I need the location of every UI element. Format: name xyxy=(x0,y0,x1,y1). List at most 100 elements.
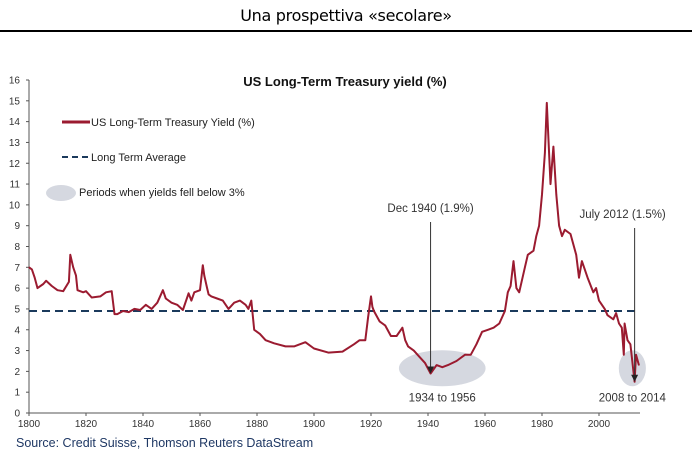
yield-data-point xyxy=(31,268,33,270)
yield-data-point xyxy=(75,275,77,277)
yield-data-point xyxy=(313,347,315,350)
y-tick-label: 13 xyxy=(9,138,21,149)
yield-data-point xyxy=(532,250,535,252)
yield-data-point xyxy=(615,312,617,314)
yield-data-point xyxy=(222,300,224,302)
yield-data-point xyxy=(206,287,208,289)
yield-data-point xyxy=(188,292,190,294)
yield-data-point xyxy=(541,193,543,196)
yield-data-point xyxy=(111,290,113,292)
yield-data-point xyxy=(250,300,252,302)
y-tick-label: 3 xyxy=(14,346,20,357)
yield-data-point xyxy=(202,264,204,266)
yield-data-point xyxy=(604,308,606,310)
yield-data-point xyxy=(638,364,640,366)
yield-data-point xyxy=(264,339,267,341)
yield-data-point xyxy=(561,235,563,237)
yield-data-point xyxy=(133,308,136,310)
y-tick-label: 4 xyxy=(14,325,20,336)
yield-data-point xyxy=(623,354,625,356)
yield-data-point xyxy=(367,316,369,318)
yield-data-point xyxy=(558,225,560,227)
annotation-arrowhead xyxy=(427,366,435,374)
yield-data-point xyxy=(390,335,392,337)
yield-data-point xyxy=(364,339,366,341)
shaded-period-ellipse xyxy=(398,350,486,387)
yield-data-point xyxy=(327,352,329,354)
chart-title: US Long-Term Treasury yield (%) xyxy=(243,74,446,89)
y-tick-label: 8 xyxy=(14,242,20,253)
yield-data-point xyxy=(373,310,375,312)
yield-data-point xyxy=(464,354,466,356)
yield-data-point xyxy=(371,306,374,308)
y-tick-label: 14 xyxy=(9,117,21,128)
yield-data-point xyxy=(552,146,555,148)
yield-data-point xyxy=(99,295,101,298)
yield-data-point xyxy=(498,322,500,325)
yield-data-point xyxy=(512,260,515,262)
legend-yield-label: US Long-Term Treasury Yield (%) xyxy=(91,117,255,129)
yield-data-point xyxy=(518,291,520,293)
yield-data-point xyxy=(359,339,361,341)
yield-data-point xyxy=(193,291,195,293)
yield-data-point xyxy=(481,331,483,333)
yield-data-point xyxy=(170,302,173,304)
legend-period-swatch xyxy=(46,185,76,201)
y-tick-label: 10 xyxy=(9,200,21,211)
yield-data-point xyxy=(150,308,153,310)
yield-data-point xyxy=(598,300,600,302)
yield-data-point xyxy=(546,102,548,104)
source-note: Source: Credit Suisse, Thomson Reuters D… xyxy=(16,436,314,450)
yield-data-point xyxy=(624,322,626,325)
yield-data-point xyxy=(245,304,247,306)
y-tick-label: 16 xyxy=(9,76,21,87)
yield-data-point xyxy=(564,229,566,231)
yield-data-point xyxy=(182,309,184,311)
yield-data-point xyxy=(233,302,235,304)
yield-data-point xyxy=(156,302,158,304)
yield-data-point xyxy=(606,314,609,316)
legend-average-label: Long Term Average xyxy=(91,152,186,164)
yield-data-point xyxy=(592,291,594,293)
yield-data-point xyxy=(401,327,403,329)
yield-data-point xyxy=(284,345,287,347)
yield-data-point xyxy=(76,289,79,291)
yield-data-point xyxy=(407,345,409,347)
yield-data-point xyxy=(165,297,167,300)
y-tick-label: 9 xyxy=(14,221,20,232)
y-tick-label: 0 xyxy=(14,409,20,420)
legend-period-label: Periods when yields fell below 3% xyxy=(79,187,245,199)
yield-data-point xyxy=(578,277,580,279)
yield-data-point xyxy=(587,277,589,279)
yield-data-point xyxy=(384,324,386,327)
x-tick-label: 1800 xyxy=(18,419,41,430)
x-tick-label: 1880 xyxy=(246,419,269,430)
yield-data-point xyxy=(247,308,250,310)
x-tick-label: 2000 xyxy=(588,419,611,430)
yield-data-point xyxy=(227,308,230,310)
annotation-arrowhead xyxy=(631,374,639,382)
yield-data-point xyxy=(626,339,629,341)
yield-data-point xyxy=(547,141,550,144)
yield-data-point xyxy=(42,283,44,285)
annotation-label: July 2012 (1.5%) xyxy=(579,209,665,221)
yield-data-point xyxy=(418,356,421,358)
yield-data-point xyxy=(128,311,130,313)
x-tick-label: 1960 xyxy=(474,419,497,430)
yield-data-point xyxy=(435,364,438,366)
yield-data-point xyxy=(203,275,205,277)
yield-data-point xyxy=(210,295,212,298)
yield-data-point xyxy=(629,343,631,345)
yield-data-point xyxy=(515,287,517,289)
yield-data-point xyxy=(370,295,372,298)
x-tick-label: 1860 xyxy=(189,419,212,430)
yield-data-point xyxy=(69,254,71,256)
yield-data-point xyxy=(538,225,540,227)
yield-data-point xyxy=(618,322,620,325)
y-tick-label: 2 xyxy=(14,367,20,378)
x-tick-label: 1820 xyxy=(75,419,98,430)
yield-data-point xyxy=(510,285,512,287)
yield-data-point xyxy=(441,366,443,368)
yield-data-point xyxy=(544,152,546,154)
